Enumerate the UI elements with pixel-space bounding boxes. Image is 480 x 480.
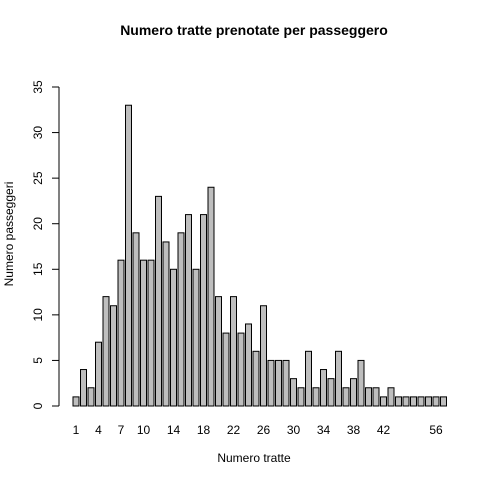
bar-17 bbox=[192, 268, 200, 407]
bar-45 bbox=[402, 396, 410, 407]
y-tick-label: 0 bbox=[31, 402, 45, 409]
bar-15 bbox=[177, 232, 185, 407]
bar-27 bbox=[267, 359, 275, 407]
bar-29 bbox=[282, 359, 290, 407]
x-tick-label: 10 bbox=[137, 423, 151, 437]
bar-10 bbox=[140, 259, 147, 407]
y-tick-label: 30 bbox=[31, 126, 45, 140]
bar-23 bbox=[237, 332, 245, 407]
bar-36 bbox=[335, 350, 342, 407]
x-tick-label: 18 bbox=[197, 423, 211, 437]
x-tick-label: 4 bbox=[95, 423, 102, 437]
bar-33 bbox=[312, 387, 320, 407]
bar-18 bbox=[200, 214, 207, 407]
x-tick-label: 34 bbox=[317, 423, 331, 437]
bar-9 bbox=[132, 232, 140, 407]
bar-13 bbox=[162, 241, 170, 407]
x-tick-label: 42 bbox=[377, 423, 391, 437]
bar-12 bbox=[155, 195, 162, 407]
bar-2 bbox=[80, 369, 87, 407]
x-tick-label: 1 bbox=[73, 423, 80, 437]
bar-44 bbox=[395, 396, 402, 407]
bar-47 bbox=[417, 396, 425, 407]
bar-35 bbox=[327, 378, 335, 407]
bar-4 bbox=[95, 341, 102, 407]
bar-43 bbox=[387, 387, 395, 407]
bar-6 bbox=[110, 305, 117, 407]
x-tick-label: 22 bbox=[227, 423, 241, 437]
bar-30 bbox=[290, 378, 297, 407]
bar-39 bbox=[357, 359, 365, 407]
bar-16 bbox=[185, 214, 192, 407]
bar-5 bbox=[102, 296, 110, 407]
bar-38 bbox=[350, 378, 357, 407]
bar-48 bbox=[425, 396, 432, 407]
x-tick-label: 14 bbox=[167, 423, 181, 437]
y-tick-label: 5 bbox=[31, 357, 45, 364]
y-tick-label: 25 bbox=[31, 171, 45, 185]
bar-21 bbox=[222, 332, 230, 407]
chart-title: Numero tratte prenotate per passeggero bbox=[120, 22, 388, 38]
y-tick-label: 20 bbox=[31, 217, 45, 231]
x-tick-label: 56 bbox=[429, 423, 443, 437]
bar-28 bbox=[275, 359, 282, 407]
bar-1 bbox=[72, 396, 80, 407]
bar-24 bbox=[245, 323, 252, 407]
bar-42 bbox=[380, 396, 387, 407]
bars bbox=[72, 104, 447, 407]
bar-58 bbox=[440, 396, 447, 407]
bar-3 bbox=[87, 387, 95, 407]
x-tick-label: 7 bbox=[118, 423, 125, 437]
bar-40 bbox=[365, 387, 372, 407]
x-axis-label: Numero tratte bbox=[217, 451, 291, 465]
bar-56 bbox=[432, 396, 440, 407]
x-tick-label: 38 bbox=[347, 423, 361, 437]
bar-46 bbox=[410, 396, 417, 407]
bar-22 bbox=[230, 296, 237, 407]
bar-19 bbox=[207, 186, 215, 407]
bar-32 bbox=[305, 350, 312, 407]
bar-14 bbox=[170, 268, 177, 407]
y-axis-label: Numero passeggeri bbox=[2, 182, 16, 287]
x-tick-label: 26 bbox=[257, 423, 271, 437]
bar-8 bbox=[125, 104, 132, 407]
bar-31 bbox=[297, 387, 305, 407]
bar-11 bbox=[147, 259, 155, 407]
bar-26 bbox=[260, 305, 267, 407]
bar-7 bbox=[117, 259, 125, 407]
bar-25 bbox=[252, 350, 260, 407]
bar-37 bbox=[342, 387, 350, 407]
bar-41 bbox=[372, 387, 380, 407]
y-axis: 0 5 10 15 20 25 30 35 bbox=[31, 80, 60, 409]
x-axis-ticks: 1 4 7 10 14 18 22 26 30 34 38 42 56 bbox=[73, 423, 443, 437]
bar-20 bbox=[215, 296, 222, 407]
y-tick-label: 10 bbox=[31, 308, 45, 322]
y-tick-label: 15 bbox=[31, 262, 45, 276]
x-tick-label: 30 bbox=[287, 423, 301, 437]
bar-34 bbox=[320, 369, 327, 407]
y-tick-label: 35 bbox=[31, 80, 45, 94]
